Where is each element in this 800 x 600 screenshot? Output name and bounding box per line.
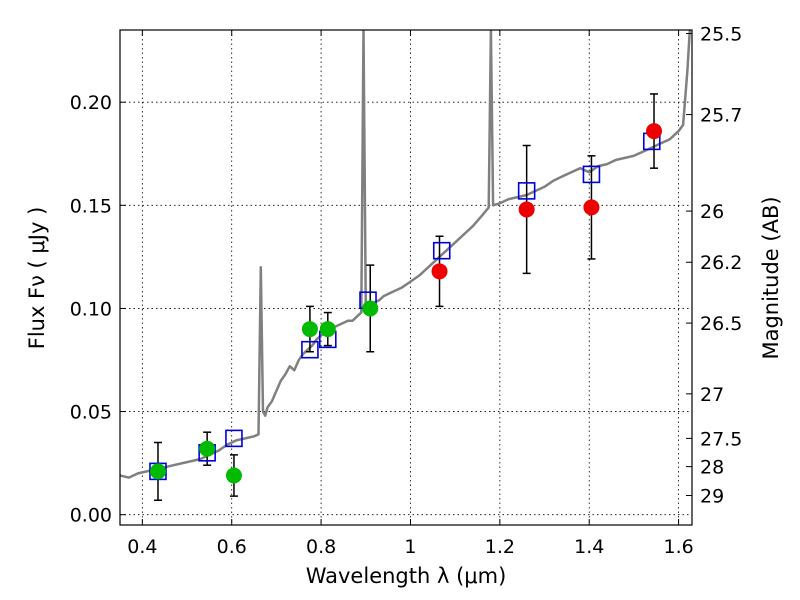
- observed-nir-point: [583, 199, 600, 216]
- observed-optical-point: [225, 467, 242, 484]
- model-photometry-square: [432, 241, 451, 260]
- right-tick-label: 26: [700, 201, 724, 223]
- right-tick-label: 27: [700, 384, 724, 406]
- observed-optical-point: [362, 300, 379, 317]
- right-axis-title: Magnitude (AB): [759, 196, 783, 359]
- right-tick-label: 27.5: [700, 428, 742, 450]
- x-tick-label: 1.2: [485, 536, 515, 558]
- model-photometry-square: [517, 182, 536, 200]
- x-tick-label: 1: [404, 536, 416, 558]
- model-photometry-square: [225, 429, 243, 448]
- x-tick-label: 0.6: [217, 536, 247, 558]
- model-photometry-square: [301, 340, 319, 359]
- observed-nir-point: [518, 201, 535, 218]
- right-tick-label: 26.2: [700, 252, 742, 274]
- right-tick-label: 29: [700, 486, 724, 508]
- model-spectrum: [120, 30, 692, 479]
- x-tick-label: 1.6: [663, 536, 693, 558]
- observed-nir-point: [646, 123, 663, 140]
- right-tick-label: 26.5: [700, 313, 742, 335]
- axis-ticks: 0.4 0.6 0.8 1 1.2 1.4 1.6 0.00 0.05 0.10 0.15 0.20 2…: [70, 24, 743, 558]
- y-tick-label: 0.00: [70, 505, 112, 527]
- observed-optical-point: [199, 440, 216, 457]
- grid-lines: [120, 30, 692, 525]
- x-tick-label: 0.4: [127, 536, 157, 558]
- observed-optical-point: [149, 463, 166, 480]
- observed-nir-point: [431, 263, 448, 280]
- y-tick-label: 0.15: [70, 195, 112, 217]
- y-axis-title: Flux Fν ( μJy ): [25, 207, 49, 350]
- model-photometry-square: [582, 165, 601, 184]
- spectrum-line: [120, 30, 692, 479]
- plot-frame: [119, 29, 693, 526]
- right-tick-label: 28: [700, 457, 724, 479]
- right-tick-label: 25.5: [700, 24, 742, 46]
- y-tick-label: 0.20: [70, 92, 112, 114]
- observed-optical-point: [319, 321, 336, 338]
- right-tick-label: 25.7: [700, 105, 742, 127]
- x-axis-title: Wavelength λ (μm): [306, 564, 507, 588]
- x-tick-label: 0.8: [306, 536, 336, 558]
- y-tick-label: 0.05: [70, 402, 112, 424]
- x-tick-label: 1.4: [574, 536, 604, 558]
- y-tick-label: 0.10: [70, 298, 112, 320]
- photometry-points: [149, 93, 663, 501]
- observed-optical-point: [301, 321, 318, 338]
